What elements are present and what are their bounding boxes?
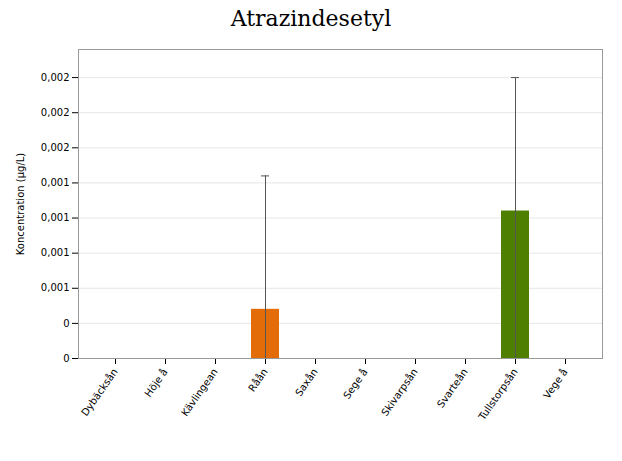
svg-text:0: 0	[63, 318, 69, 329]
svg-text:Saxån: Saxån	[292, 366, 320, 398]
html-text:Atrazindesetyl: Atrazindesetyl	[230, 6, 392, 31]
svg-text:Skivarpsån: Skivarpsån	[378, 366, 419, 418]
svg-text:0,002: 0,002	[41, 72, 70, 83]
svg-text:Sege å: Sege å	[340, 366, 370, 401]
svg-text:0,001: 0,001	[41, 247, 70, 258]
svg-text:0,001: 0,001	[41, 282, 70, 293]
svg-text:0,002: 0,002	[41, 142, 70, 153]
svg-text:Kävlingean: Kävlingean	[179, 366, 220, 418]
svg-text:Höje å: Höje å	[142, 366, 170, 399]
svg-text:Koncentration (µg/L): Koncentration (µg/L)	[15, 153, 26, 256]
svg-text:0,001: 0,001	[41, 177, 70, 188]
svg-text:Svarteån: Svarteån	[434, 366, 470, 410]
svg-text:Vege å: Vege å	[540, 366, 569, 401]
svg-text:Dybäcksån: Dybäcksån	[78, 366, 119, 418]
svg-text:0,002: 0,002	[41, 107, 70, 118]
svg-text:0: 0	[63, 353, 69, 364]
svg-text:Tullstorpsån: Tullstorpsån	[475, 366, 520, 423]
svg-text:Råån: Råån	[245, 366, 269, 394]
svg-text:0,001: 0,001	[41, 212, 70, 223]
